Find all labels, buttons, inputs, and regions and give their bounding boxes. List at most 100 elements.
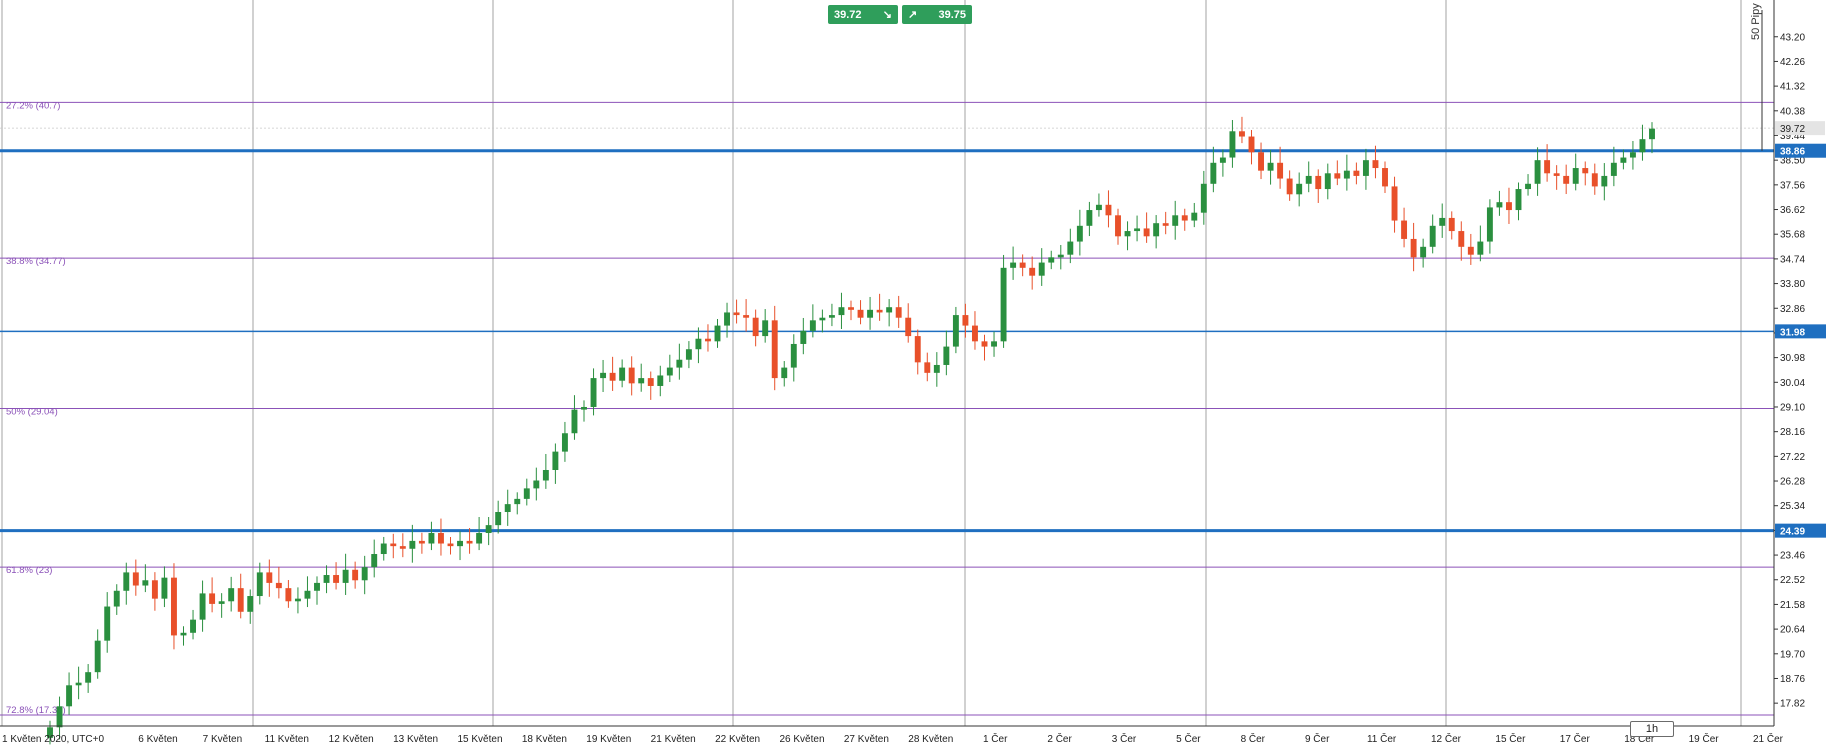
candle-body-down [1019,262,1026,268]
candle-body-up [1649,128,1655,140]
candle-body-down [285,588,292,602]
candle-body-down [1315,175,1322,190]
arrow-up-right-icon: ↗ [908,9,918,21]
candle-body-down [438,533,444,544]
candle-body-up [1086,210,1093,226]
candle-body-up [781,367,788,379]
candle-body-up [638,378,645,384]
candle-body-up [476,533,483,544]
candle-body-up [1000,267,1007,342]
candle-body-up [657,375,664,386]
candle-body-up [1010,262,1017,268]
price-tick-label: 22.52 [1780,575,1805,586]
candle-body-up [762,320,769,337]
candle-body-up [666,367,673,376]
time-tick-label: 7 Květen [203,734,242,745]
candle-body-down [399,546,406,549]
candle-body-up [380,543,387,555]
candle-body-down [628,367,635,384]
fib-level-label: 27.2% (40.7) [6,100,60,111]
price-tick-label: 23.46 [1780,551,1805,562]
time-tick-label: 19 Květen [586,734,631,745]
price-tick-label: 19.70 [1780,649,1805,660]
time-tick-label: 15 Čer [1495,732,1526,745]
candle-body-up [485,525,492,534]
fib-level-label: 38.8% (34.77) [6,256,66,267]
candle-body-up [1134,228,1141,232]
candle-body-up [952,315,959,347]
candle-body-up [1172,215,1179,226]
candle-body-down [209,593,216,604]
candle-body-up [1477,241,1484,255]
timeframe-button[interactable]: 1h [1630,721,1674,737]
candle-body-down [132,572,139,586]
candle-body-up [1267,162,1274,171]
candle-body-down [1115,215,1121,237]
buy-button[interactable]: ↗ 39.75 [902,5,972,24]
price-tick-label: 34.74 [1780,254,1805,265]
candle-body-down [914,336,921,363]
candle-body-up [56,706,63,728]
candle-body-down [1248,136,1255,153]
candle-body-down [1448,217,1455,232]
price-tick-label: 40.38 [1780,106,1805,117]
candle-body-down [171,577,177,636]
candle-body-up [1534,160,1541,184]
price-axis: 43.20 42.26 41.32 40.38 39.44 38.50 37.56 36.62… [1761,0,1826,726]
candle-body-down [1353,170,1360,176]
price-tick-label: 29.10 [1780,402,1805,413]
candle-body-up [619,367,626,381]
candle-body-up [552,451,559,470]
candle-body-up [66,685,73,707]
price-tick-label: 27.22 [1780,452,1805,463]
fib-level-label: 72.8% (17.37) [6,705,66,716]
price-tick-label: 17.82 [1780,699,1805,710]
price-tick-label: 41.32 [1780,82,1805,93]
sell-button[interactable]: 39.72 ↘ [828,5,898,24]
candle-body-down [390,543,397,547]
candle-body-up [1229,131,1236,158]
candle-body-down [1143,228,1150,237]
current-price-label: 39.72 [1780,124,1805,135]
fib-level-label: 50% (29.04) [6,407,58,418]
candle-body-up [819,317,826,321]
candle-body-down [1258,152,1264,171]
candle-body-up [495,512,502,526]
time-tick-label: 22 Květen [715,734,760,745]
fib-level-label: 61.8% (23) [6,565,52,576]
candle-body-down [1239,131,1245,137]
time-tick-label: 1 Květen 2020, UTC+0 [2,734,104,745]
candle-body-down [1372,160,1379,169]
candle-body-up [1191,212,1198,221]
candle-body-down [1391,186,1398,221]
price-tick-label: 42.26 [1780,57,1805,68]
price-tick-label: 18.76 [1780,674,1805,685]
candle-body-up [190,619,196,633]
candle-body-down [771,320,778,379]
candle-body-up [1038,262,1045,276]
candle-body-up [676,359,683,368]
price-tick-label: 26.28 [1780,477,1805,488]
candle-body-up [1324,173,1331,190]
candle-body-down [352,569,359,581]
candle-body-up [457,540,463,547]
candle-body-up [256,572,263,597]
candle-body-up [504,504,511,513]
candle-body-up [314,582,320,591]
candle-body-up [714,325,721,342]
pips-measure-label: 50 Pipy [1750,3,1762,40]
time-tick-label: 3 Čer [1112,732,1137,745]
candle-body-down [1286,178,1293,195]
price-tick-label: 32.86 [1780,304,1805,315]
level-price-label: 31.98 [1780,327,1805,338]
candle-body-up [838,307,845,316]
candle-body-up [943,346,950,365]
candle-body-down [418,540,425,544]
price-tick-label: 20.64 [1780,625,1805,636]
candle-body-up [94,640,101,673]
candle-body-down [1467,246,1474,255]
candle-body-down [333,575,340,583]
candle-body-up [581,406,587,410]
